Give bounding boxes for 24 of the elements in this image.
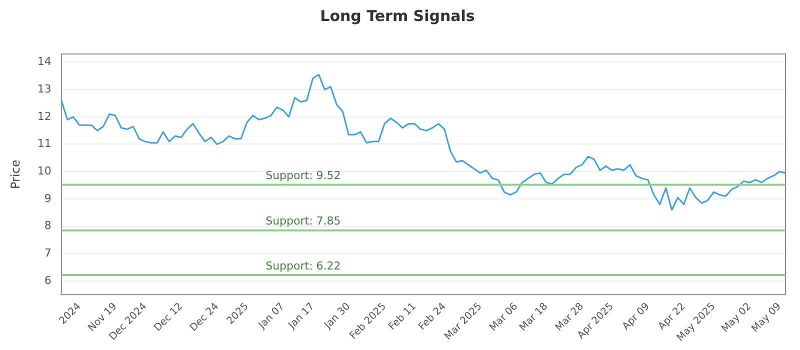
y-axis-title: Price: [8, 160, 22, 189]
x-tick-label: Dec 12: [152, 301, 186, 334]
x-tick-label: Mar 06: [488, 301, 520, 334]
y-tick-label: 12: [37, 110, 52, 123]
ref-line-label: Support: 9.52: [266, 169, 341, 182]
y-tick-label: 11: [37, 137, 52, 150]
y-tick-label: 14: [37, 55, 52, 68]
x-tick-label: Jan 30: [322, 301, 353, 332]
ref-line-label: Support: 6.22: [266, 259, 341, 272]
x-tick-label: Mar 18: [518, 301, 550, 334]
y-tick-label: 7: [44, 246, 52, 260]
x-tick-label: Dec 24: [188, 301, 221, 334]
y-tick-label: 8: [44, 219, 52, 232]
x-tick-label: Jan 17: [286, 301, 317, 332]
y-tick-label: 10: [37, 164, 52, 178]
x-tick-label: Jan 07: [256, 301, 287, 332]
ref-line-label: Support: 7.85: [266, 214, 341, 228]
x-tick-label: Feb 11: [386, 301, 418, 333]
x-tick-label: Apr 09: [620, 301, 652, 332]
x-tick-label: Feb 24: [416, 301, 448, 333]
y-tick-label: 13: [37, 82, 52, 96]
y-tick-label: 9: [44, 192, 52, 205]
chart-title: Long Term Signals: [320, 6, 475, 25]
y-tick-label: 6: [44, 274, 52, 287]
